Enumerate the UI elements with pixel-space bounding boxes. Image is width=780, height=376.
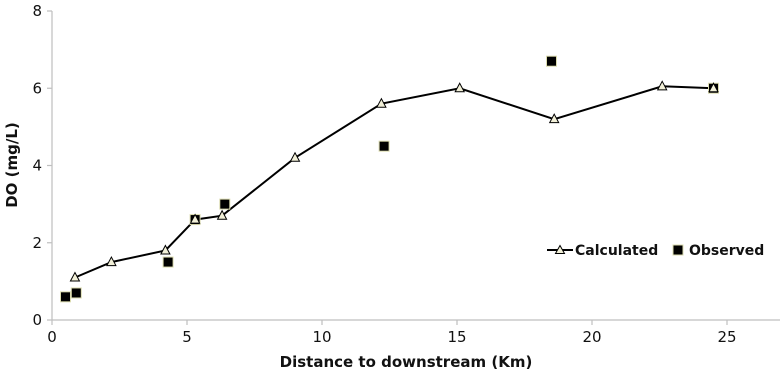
x-tick-label: 10 bbox=[312, 328, 331, 346]
calculated-point bbox=[656, 80, 668, 91]
legend-calculated-marker bbox=[554, 244, 566, 254]
observed-point bbox=[378, 140, 390, 152]
legend-observed-marker bbox=[672, 244, 684, 256]
observed-point bbox=[546, 55, 557, 67]
x-axis-title: Distance to downstream (Km) bbox=[280, 353, 533, 371]
observed-point bbox=[162, 256, 174, 268]
calculated-point bbox=[216, 209, 228, 220]
y-tick-label: 0 bbox=[32, 311, 42, 329]
y-tick-label: 6 bbox=[32, 79, 42, 97]
ticks: 0 5 10 15 20 25 0 2 4 6 8 bbox=[32, 2, 736, 346]
observed-point bbox=[70, 287, 82, 299]
x-tick-label: 15 bbox=[447, 328, 466, 346]
x-tick-label: 5 bbox=[182, 328, 192, 346]
y-tick-label: 8 bbox=[32, 2, 42, 20]
calculated-point bbox=[189, 213, 201, 224]
x-tick-label: 0 bbox=[47, 328, 57, 346]
calculated-point bbox=[454, 82, 466, 93]
calculated-point bbox=[160, 244, 171, 255]
y-tick-label: 2 bbox=[32, 234, 42, 252]
observed-point bbox=[60, 291, 71, 303]
y-tick-label: 4 bbox=[32, 157, 42, 175]
axes bbox=[51, 11, 780, 321]
legend: Calculated Observed bbox=[547, 243, 764, 259]
calculated-point bbox=[548, 113, 560, 124]
calculated-point bbox=[106, 255, 117, 267]
observed-point bbox=[219, 198, 231, 210]
calculated-point bbox=[376, 97, 387, 108]
series bbox=[60, 55, 719, 303]
legend-calculated-label: Calculated bbox=[575, 243, 658, 259]
y-axis-title: DO (mg/L) bbox=[3, 122, 21, 208]
x-tick-label: 20 bbox=[582, 328, 601, 346]
calculated-point bbox=[69, 271, 81, 282]
calculated-point bbox=[289, 151, 301, 162]
legend-observed-label: Observed bbox=[689, 243, 764, 259]
x-tick-label: 25 bbox=[717, 328, 736, 346]
calculated-point bbox=[708, 82, 719, 93]
